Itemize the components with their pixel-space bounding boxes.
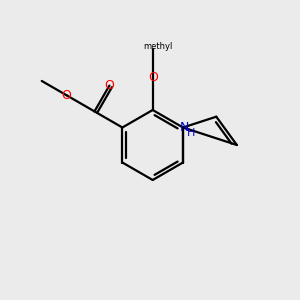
Text: methyl: methyl [143,42,172,51]
Text: H: H [187,128,195,137]
Text: O: O [148,71,158,84]
Text: N: N [179,121,189,134]
Text: O: O [62,89,71,102]
Text: O: O [104,79,114,92]
